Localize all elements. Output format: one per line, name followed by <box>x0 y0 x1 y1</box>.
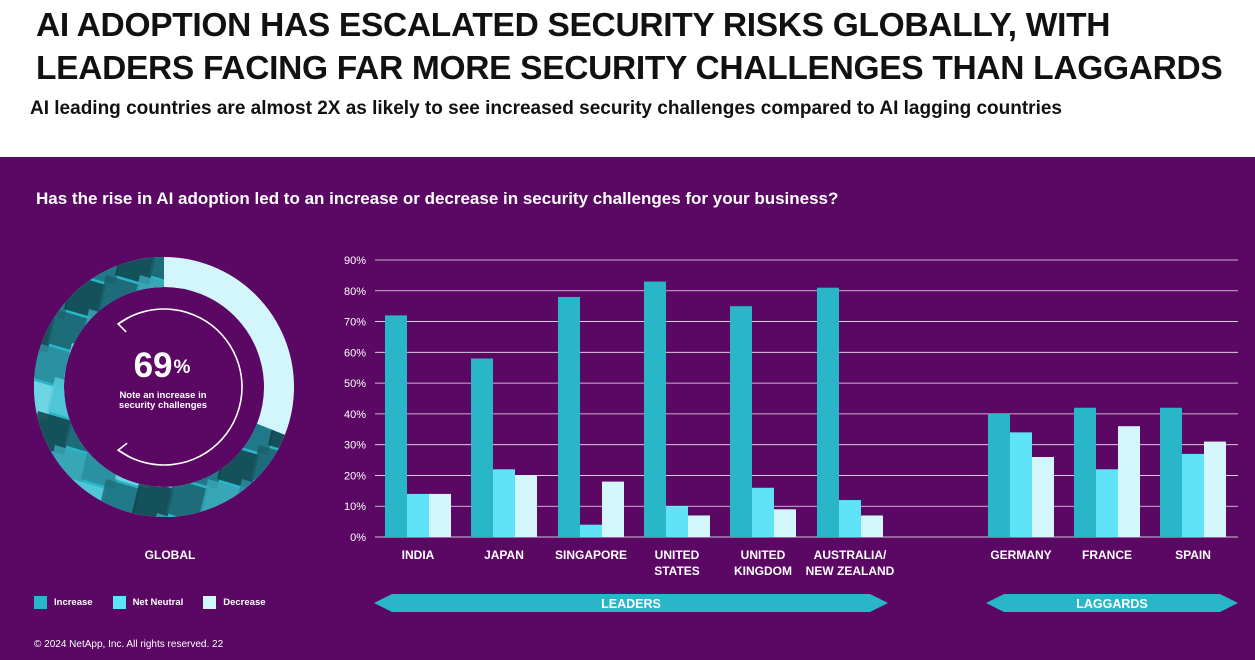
circular-arrow-icon <box>117 308 243 466</box>
legend-item-net-neutral: Net Neutral <box>112 596 183 609</box>
legend-swatch-decrease <box>203 596 217 609</box>
global-donut-chart <box>33 257 294 517</box>
donut-increase-segment <box>33 257 285 517</box>
arrowhead-top-icon <box>116 317 129 333</box>
legend-item-increase: Increase <box>34 596 93 609</box>
arrowhead-bottom-icon <box>116 442 129 457</box>
chart-panel <box>0 157 1255 660</box>
copyright-footer: © 2024 NetApp, Inc. All rights reserved.… <box>34 639 224 650</box>
survey-question: Has the rise in AI adoption led to an in… <box>36 189 839 208</box>
page-title: AI ADOPTION HAS ESCALATED SECURITY RISKS… <box>36 7 1223 87</box>
legend-swatch-net-neutral <box>112 596 126 609</box>
chart-legend: Increase Net Neutral Decrease <box>34 596 286 609</box>
page-subtitle: AI leading countries are almost 2X as li… <box>30 98 1062 119</box>
legend-item-decrease: Decrease <box>203 596 266 609</box>
legend-swatch-increase <box>34 596 47 609</box>
donut-category-label: GLOBAL <box>144 548 196 562</box>
donut-note: Note an increase in security challenges <box>118 390 208 411</box>
donut-value: 69% <box>133 346 191 385</box>
